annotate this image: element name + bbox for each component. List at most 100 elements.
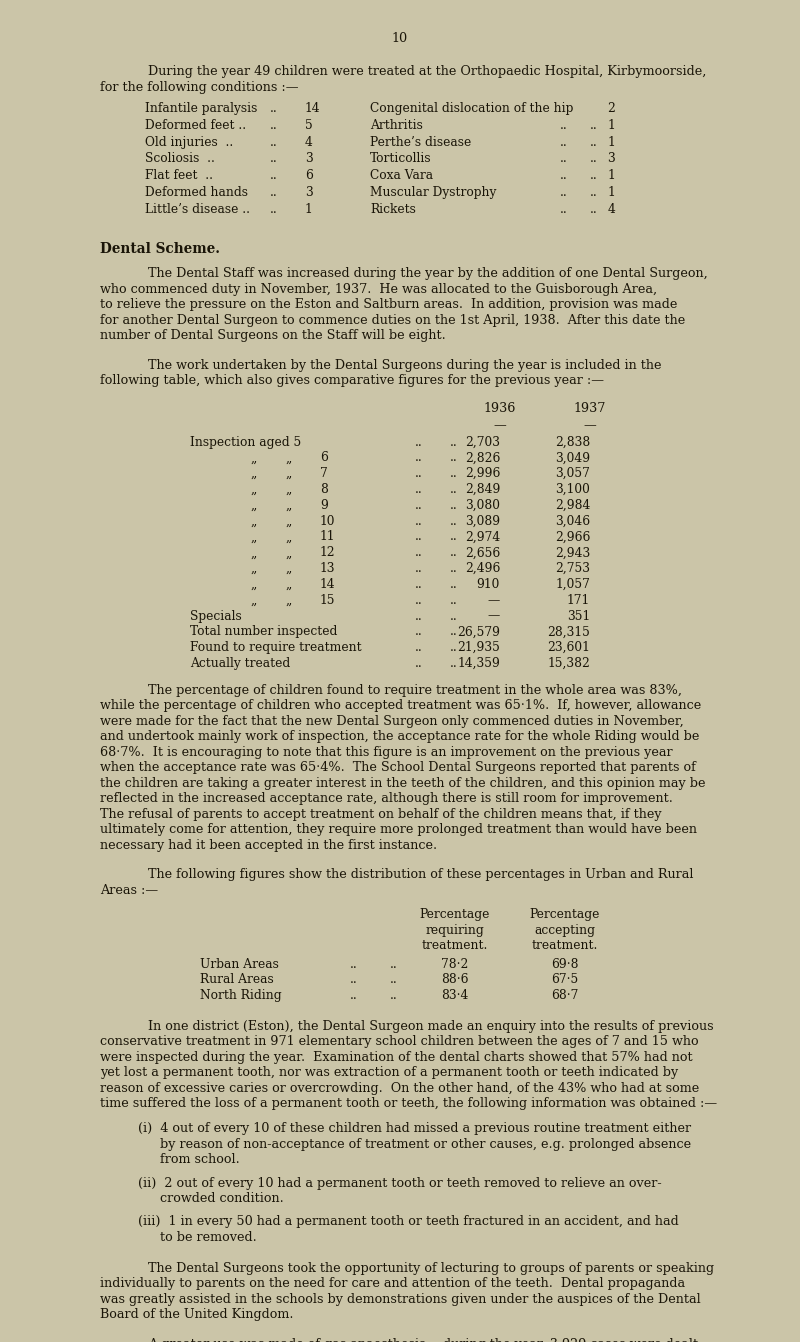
Text: „: „: [250, 578, 256, 590]
Text: „: „: [250, 562, 256, 576]
Text: 21,935: 21,935: [457, 641, 500, 654]
Text: 10: 10: [392, 32, 408, 46]
Text: ..: ..: [450, 436, 458, 448]
Text: „: „: [285, 467, 291, 480]
Text: Urban Areas: Urban Areas: [200, 958, 279, 972]
Text: for another Dental Surgeon to commence duties on the 1st April, 1938.  After thi: for another Dental Surgeon to commence d…: [100, 314, 686, 327]
Text: the children are taking a greater interest in the teeth of the children, and thi: the children are taking a greater intere…: [100, 777, 706, 789]
Text: 3,057: 3,057: [555, 467, 590, 480]
Text: ..: ..: [390, 973, 398, 986]
Text: number of Dental Surgeons on the Staff will be eight.: number of Dental Surgeons on the Staff w…: [100, 329, 446, 342]
Text: 1936: 1936: [484, 403, 516, 415]
Text: The Dental Surgeons took the opportunity of lecturing to groups of parents or sp: The Dental Surgeons took the opportunity…: [148, 1261, 714, 1275]
Text: to be removed.: to be removed.: [160, 1231, 257, 1244]
Text: ..: ..: [590, 136, 598, 149]
Text: Old injuries  ..: Old injuries ..: [145, 136, 234, 149]
Text: ..: ..: [590, 119, 598, 132]
Text: „: „: [250, 546, 256, 560]
Text: and undertook mainly work of inspection, the acceptance rate for the whole Ridin: and undertook mainly work of inspection,…: [100, 730, 699, 743]
Text: time suffered the loss of a permanent tooth or teeth, the following information : time suffered the loss of a permanent to…: [100, 1098, 717, 1110]
Text: treatment.: treatment.: [422, 939, 488, 953]
Text: who commenced duty in November, 1937.  He was allocated to the Guisborough Area,: who commenced duty in November, 1937. He…: [100, 283, 657, 297]
Text: Percentage: Percentage: [530, 909, 600, 922]
Text: ..: ..: [270, 153, 278, 165]
Text: were inspected during the year.  Examination of the dental charts showed that 57: were inspected during the year. Examinat…: [100, 1051, 693, 1064]
Text: Percentage: Percentage: [420, 909, 490, 922]
Text: „: „: [250, 514, 256, 527]
Text: ..: ..: [415, 609, 422, 623]
Text: —: —: [488, 593, 500, 607]
Text: 14: 14: [305, 102, 321, 115]
Text: (iii)  1 in every 50 had a permanent tooth or teeth fractured in an accident, an: (iii) 1 in every 50 had a permanent toot…: [138, 1216, 678, 1228]
Text: 2,703: 2,703: [465, 436, 500, 448]
Text: ..: ..: [350, 989, 358, 1002]
Text: 4: 4: [607, 203, 615, 216]
Text: ..: ..: [590, 153, 598, 165]
Text: 23,601: 23,601: [547, 641, 590, 654]
Text: ..: ..: [450, 530, 458, 544]
Text: 88·6: 88·6: [442, 973, 469, 986]
Text: ..: ..: [415, 562, 422, 576]
Text: ..: ..: [560, 136, 568, 149]
Text: ..: ..: [415, 530, 422, 544]
Text: 3: 3: [305, 153, 313, 165]
Text: ..: ..: [450, 641, 458, 654]
Text: ..: ..: [270, 203, 278, 216]
Text: 910: 910: [477, 578, 500, 590]
Text: crowded condition.: crowded condition.: [160, 1192, 284, 1205]
Text: 5: 5: [305, 119, 313, 132]
Text: ..: ..: [450, 467, 458, 480]
Text: Infantile paralysis: Infantile paralysis: [145, 102, 258, 115]
Text: accepting: accepting: [534, 923, 595, 937]
Text: Inspection aged 5: Inspection aged 5: [190, 436, 302, 448]
Text: 14: 14: [320, 578, 336, 590]
Text: ..: ..: [415, 546, 422, 560]
Text: A greater use was made of gas anaesthesia ;  during the year, 3,929 cases were d: A greater use was made of gas anaesthesi…: [148, 1338, 698, 1342]
Text: Rickets: Rickets: [370, 203, 416, 216]
Text: 15: 15: [320, 593, 335, 607]
Text: ..: ..: [450, 546, 458, 560]
Text: ..: ..: [270, 102, 278, 115]
Text: North Riding: North Riding: [200, 989, 282, 1002]
Text: Board of the United Kingdom.: Board of the United Kingdom.: [100, 1308, 294, 1322]
Text: ..: ..: [415, 625, 422, 639]
Text: 2,996: 2,996: [465, 467, 500, 480]
Text: —: —: [488, 609, 500, 623]
Text: 171: 171: [566, 593, 590, 607]
Text: ..: ..: [450, 451, 458, 464]
Text: 83·4: 83·4: [442, 989, 469, 1002]
Text: The work undertaken by the Dental Surgeons during the year is included in the: The work undertaken by the Dental Surgeo…: [148, 358, 662, 372]
Text: ..: ..: [390, 989, 398, 1002]
Text: ..: ..: [270, 169, 278, 183]
Text: ..: ..: [390, 958, 398, 972]
Text: ..: ..: [450, 625, 458, 639]
Text: ..: ..: [590, 203, 598, 216]
Text: —: —: [494, 419, 506, 432]
Text: 15,382: 15,382: [547, 658, 590, 670]
Text: by reason of non-acceptance of treatment or other causes, e.g. prolonged absence: by reason of non-acceptance of treatment…: [160, 1138, 691, 1150]
Text: (ii)  2 out of every 10 had a permanent tooth or teeth removed to relieve an ove: (ii) 2 out of every 10 had a permanent t…: [138, 1177, 662, 1189]
Text: „: „: [250, 451, 256, 464]
Text: Specials: Specials: [190, 609, 242, 623]
Text: The Dental Staff was increased during the year by the addition of one Dental Sur: The Dental Staff was increased during th…: [148, 267, 708, 280]
Text: 2,943: 2,943: [554, 546, 590, 560]
Text: Deformed hands: Deformed hands: [145, 187, 248, 199]
Text: 68·7: 68·7: [551, 989, 578, 1002]
Text: 2,496: 2,496: [465, 562, 500, 576]
Text: 6: 6: [305, 169, 313, 183]
Text: reason of excessive caries or overcrowding.  On the other hand, of the 43% who h: reason of excessive caries or overcrowdi…: [100, 1082, 699, 1095]
Text: „: „: [285, 578, 291, 590]
Text: Flat feet  ..: Flat feet ..: [145, 169, 213, 183]
Text: ..: ..: [450, 609, 458, 623]
Text: ..: ..: [415, 436, 422, 448]
Text: ultimately come for attention, they require more prolonged treatment than would : ultimately come for attention, they requ…: [100, 823, 697, 836]
Text: conservative treatment in 971 elementary school children between the ages of 7 a: conservative treatment in 971 elementary…: [100, 1036, 698, 1048]
Text: to relieve the pressure on the Eston and Saltburn areas.  In addition, provision: to relieve the pressure on the Eston and…: [100, 298, 678, 311]
Text: 7: 7: [320, 467, 328, 480]
Text: Actually treated: Actually treated: [190, 658, 290, 670]
Text: from school.: from school.: [160, 1153, 240, 1166]
Text: The following figures show the distribution of these percentages in Urban and Ru: The following figures show the distribut…: [148, 868, 694, 882]
Text: 2,974: 2,974: [465, 530, 500, 544]
Text: 78·2: 78·2: [442, 958, 469, 972]
Text: 28,315: 28,315: [547, 625, 590, 639]
